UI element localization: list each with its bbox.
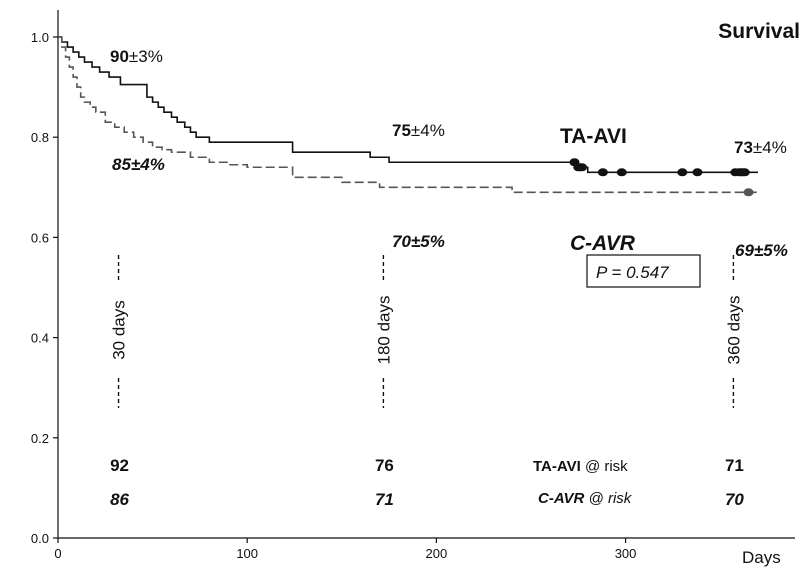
x-tick-label: 300 xyxy=(615,546,637,561)
axis-ticks: 0.0 0.2 0.4 0.6 0.8 1.0 0 100 200 300 xyxy=(31,30,636,561)
timepoint-label: 180 days xyxy=(374,296,393,365)
timepoint-label: 30 days xyxy=(110,300,129,360)
ta-avi-at-risk-count: 76 xyxy=(375,456,394,475)
y-tick-label: 0.4 xyxy=(31,331,49,346)
ta-avi-estimate-30d: 90±3% xyxy=(110,47,163,66)
timepoint-markers: 30 days 180 days 360 days xyxy=(110,255,743,408)
ta-avi-at-risk-count: 92 xyxy=(110,456,129,475)
x-tick-label: 100 xyxy=(236,546,258,561)
c-avr-at-risk-label: C-AVR @ risk xyxy=(538,490,633,507)
series-line-ta-avi xyxy=(58,36,758,174)
ta-avi-at-risk-count: 71 xyxy=(725,456,744,475)
y-tick-label: 0.6 xyxy=(31,230,49,245)
p-value: P = 0.547 xyxy=(596,263,669,282)
y-tick-label: 0.8 xyxy=(31,130,49,145)
ta-avi-estimate-360d: 73±4% xyxy=(734,138,787,157)
x-axis-label: Days xyxy=(742,548,781,567)
at-risk-table: 92 86 76 71 71 70 xyxy=(110,456,744,509)
censor-mark xyxy=(677,168,688,177)
ta-avi-at-risk-label: TA-AVI @ risk xyxy=(533,458,628,475)
series-label-c-avr: C-AVR xyxy=(570,232,636,255)
series-line-c-avr xyxy=(58,36,758,194)
censor-mark xyxy=(692,168,703,177)
censor-mark xyxy=(597,168,608,177)
x-tick-label: 0 xyxy=(54,546,61,561)
c-avr-estimate-30d: 85±4% xyxy=(112,155,165,174)
censor-mark xyxy=(743,188,754,197)
y-tick-label: 0.2 xyxy=(31,431,49,446)
y-tick-label: 0.0 xyxy=(31,531,49,546)
chart-title: Survival xyxy=(718,20,800,43)
c-avr-estimate-360d: 69±5% xyxy=(735,241,788,260)
c-avr-at-risk-count: 71 xyxy=(375,490,394,509)
ta-avi-estimate-180d: 75±4% xyxy=(392,121,445,140)
censor-mark xyxy=(577,163,588,172)
censor-mark xyxy=(739,168,750,177)
c-avr-estimate-180d: 70±5% xyxy=(392,232,445,251)
censor-mark xyxy=(616,168,627,177)
y-tick-label: 1.0 xyxy=(31,30,49,45)
p-value-box xyxy=(586,254,701,288)
x-tick-label: 200 xyxy=(426,546,448,561)
c-avr-at-risk-count: 86 xyxy=(110,490,129,509)
survival-curves xyxy=(58,36,758,197)
timepoint-label: 360 days xyxy=(724,296,743,365)
series-label-ta-avi: TA-AVI xyxy=(560,125,627,148)
c-avr-at-risk-count: 70 xyxy=(725,490,744,509)
